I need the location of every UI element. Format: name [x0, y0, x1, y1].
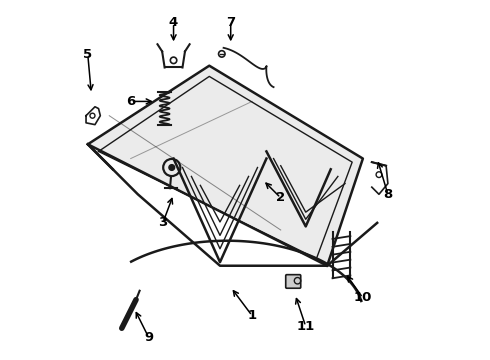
Text: 10: 10: [354, 291, 372, 305]
Text: 1: 1: [247, 309, 257, 322]
Text: 5: 5: [83, 49, 93, 62]
Text: 11: 11: [296, 320, 315, 333]
Text: 8: 8: [383, 188, 392, 201]
Text: 3: 3: [158, 216, 168, 229]
Text: 2: 2: [276, 192, 285, 204]
Text: 9: 9: [144, 331, 153, 344]
Text: 4: 4: [169, 16, 178, 29]
Text: 6: 6: [126, 95, 135, 108]
FancyBboxPatch shape: [286, 275, 301, 288]
Polygon shape: [88, 66, 363, 266]
Text: 7: 7: [226, 16, 235, 29]
Circle shape: [169, 165, 174, 170]
